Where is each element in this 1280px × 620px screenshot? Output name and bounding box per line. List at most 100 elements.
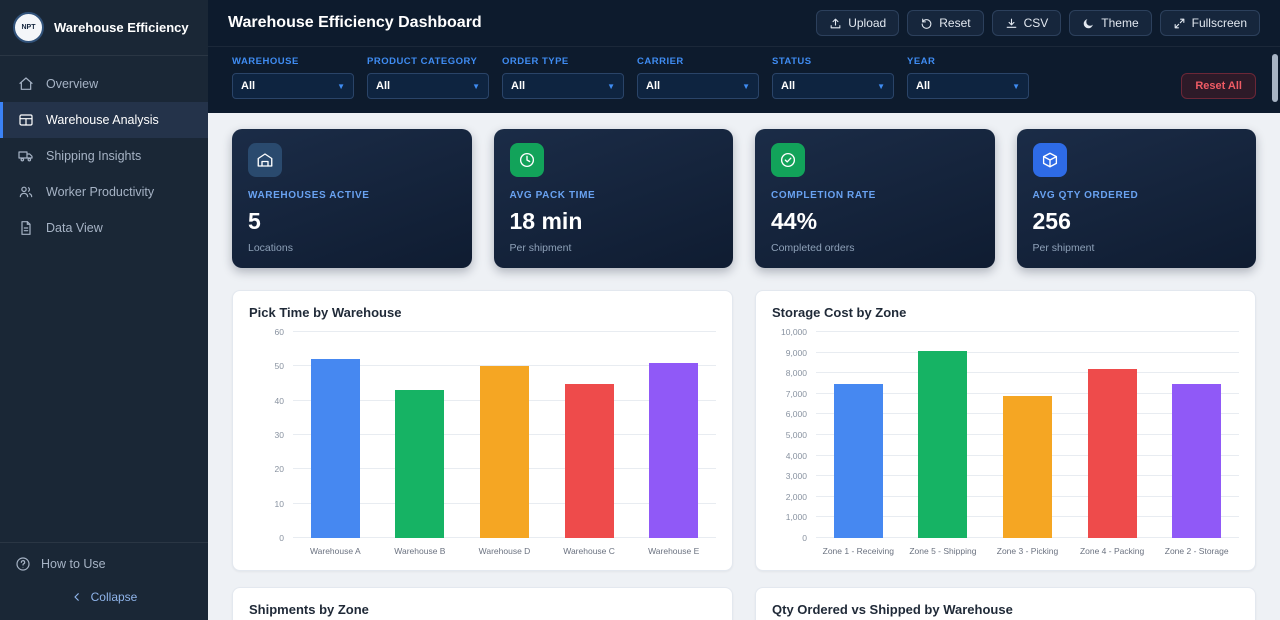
chart-bar[interactable] (1087, 369, 1137, 538)
sidebar-item-label: Shipping Insights (46, 149, 142, 163)
select-value: All (646, 80, 661, 92)
bar-column (631, 332, 716, 538)
filter-product-category: PRODUCT CATEGORY All ▼ (367, 56, 489, 99)
x-axis: Zone 1 - Receiving Zone 5 - Shipping Zone … (816, 546, 1239, 556)
kpi-completion-rate: COMPLETION RATE 44% Completed orders (755, 129, 995, 268)
x-tick-label: Warehouse A (309, 546, 361, 556)
csv-button[interactable]: CSV (991, 10, 1062, 36)
y-tick-label: 6,000 (785, 409, 807, 420)
brand: NPT Warehouse Efficiency (0, 0, 208, 56)
y-tick-label: 50 (274, 361, 284, 372)
chart-bar[interactable] (1172, 383, 1222, 538)
fullscreen-button[interactable]: Fullscreen (1159, 10, 1260, 36)
kpi-label: AVG PACK TIME (509, 190, 596, 201)
sidebar-item-worker-productivity[interactable]: Worker Productivity (0, 174, 208, 210)
chart-bar[interactable] (310, 359, 360, 538)
y-tick-label: 3,000 (785, 471, 807, 482)
sidebar: NPT Warehouse Efficiency Overview Wareho… (0, 0, 208, 620)
bar-column (378, 332, 463, 538)
sidebar-item-data-view[interactable]: Data View (0, 210, 208, 246)
chart-card-storage-cost: Storage Cost by Zone 0 1,000 2,000 3,000 4,0… (755, 290, 1256, 571)
carrier-select[interactable]: All ▼ (637, 73, 759, 99)
plot-area (293, 331, 716, 538)
x-tick-label: Zone 2 - Storage (1164, 546, 1229, 556)
filter-year: YEAR All ▼ (907, 56, 1029, 99)
truck-icon (18, 148, 34, 164)
chart-bar[interactable] (1002, 395, 1053, 538)
y-tick-label: 0 (279, 533, 284, 543)
sidebar-item-warehouse-analysis[interactable]: Warehouse Analysis (0, 102, 208, 138)
x-tick-label: Zone 3 - Picking (996, 546, 1059, 556)
x-tick-label: Zone 1 - Receiving (822, 546, 894, 556)
sidebar-item-label: Warehouse Analysis (46, 113, 159, 127)
reset-all-button[interactable]: Reset All (1181, 73, 1256, 99)
how-to-use-button[interactable]: How to Use (15, 556, 193, 572)
kpi-label: WAREHOUSES ACTIVE (248, 190, 370, 201)
y-tick-label: 8,000 (785, 368, 807, 379)
kpi-subtext: Completed orders (771, 242, 855, 254)
kpi-label: AVG QTY ORDERED (1032, 190, 1139, 201)
chart-bar[interactable] (649, 362, 699, 538)
page-scrollbar[interactable] (1272, 54, 1278, 102)
gridline (816, 351, 1239, 353)
chart-title: Storage Cost by Zone (772, 305, 907, 320)
select-value: All (916, 80, 931, 92)
bar-column (547, 332, 632, 538)
sidebar-nav: Overview Warehouse Analysis Shipping Ins… (0, 56, 208, 542)
bar-column (985, 332, 1070, 538)
filter-status: STATUS All ▼ (772, 56, 894, 99)
chevron-left-icon (71, 591, 83, 603)
theme-button[interactable]: Theme (1069, 10, 1152, 36)
reset-label: Reset (939, 16, 971, 30)
year-select[interactable]: All ▼ (907, 73, 1029, 99)
filter-carrier: CARRIER All ▼ (637, 56, 759, 99)
logo-text: NPT (21, 24, 36, 31)
kpi-label: COMPLETION RATE (771, 190, 876, 201)
reset-button[interactable]: Reset (907, 10, 984, 36)
status-select[interactable]: All ▼ (772, 73, 894, 99)
csv-label: CSV (1023, 16, 1049, 30)
upload-icon (829, 17, 842, 30)
upload-button[interactable]: Upload (816, 10, 900, 36)
chart-bar[interactable] (564, 383, 614, 538)
upload-label: Upload (848, 16, 887, 30)
gridline (816, 372, 1239, 374)
x-tick-label: Zone 5 - Shipping (909, 546, 977, 556)
bar-chart-pick-time: 0 10 20 30 40 50 60 Warehouse A Warehouse B Ware… (249, 327, 716, 556)
table-icon (18, 112, 34, 128)
bar-column (462, 332, 547, 538)
sidebar-item-overview[interactable]: Overview (0, 66, 208, 102)
sidebar-footer: How to Use Collapse (0, 542, 208, 620)
x-axis: Warehouse A Warehouse B Warehouse D Warehou… (293, 546, 716, 556)
y-tick-label: 40 (274, 395, 284, 406)
warehouse-select[interactable]: All ▼ (232, 73, 354, 99)
header: Warehouse Efficiency Dashboard Upload Re… (208, 0, 1280, 46)
chart-bar[interactable] (833, 383, 883, 538)
select-value: All (241, 80, 256, 92)
product-category-select[interactable]: All ▼ (367, 73, 489, 99)
chart-bar[interactable] (395, 390, 445, 538)
chart-title: Shipments by Zone (249, 602, 369, 617)
bar-column (816, 332, 901, 538)
chart-bar[interactable] (918, 350, 968, 538)
chevron-down-icon: ▼ (607, 81, 615, 91)
file-icon (18, 220, 34, 236)
bar-chart-storage-cost: 0 1,000 2,000 3,000 4,000 5,000 6,000 7,000 8,00… (772, 327, 1239, 556)
select-value: All (781, 80, 796, 92)
kpi-avg-qty-ordered: AVG QTY ORDERED 256 Per shipment (1016, 129, 1256, 268)
check-circle-icon (771, 143, 805, 177)
dashboard-content: WAREHOUSES ACTIVE 5 Locations AVG PACK T… (208, 113, 1280, 620)
sidebar-item-shipping-insights[interactable]: Shipping Insights (0, 138, 208, 174)
moon-icon (1082, 17, 1095, 30)
charts-row-2: Shipments by Zone Qty Ordered vs Shipped… (232, 587, 1256, 620)
kpi-subtext: Per shipment (1032, 242, 1095, 254)
chart-card-qty-ordered-vs-shipped: Qty Ordered vs Shipped by Warehouse (755, 587, 1256, 620)
chart-title: Pick Time by Warehouse (249, 305, 402, 320)
collapse-button[interactable]: Collapse (15, 590, 193, 604)
chevron-down-icon: ▼ (1012, 81, 1020, 91)
chart-bar[interactable] (479, 366, 530, 538)
charts-row-1: Pick Time by Warehouse 0 10 20 30 40 50 60 War… (232, 290, 1256, 571)
bar-column (293, 332, 378, 538)
x-tick-label: Zone 4 - Packing (1079, 546, 1145, 556)
order-type-select[interactable]: All ▼ (502, 73, 624, 99)
